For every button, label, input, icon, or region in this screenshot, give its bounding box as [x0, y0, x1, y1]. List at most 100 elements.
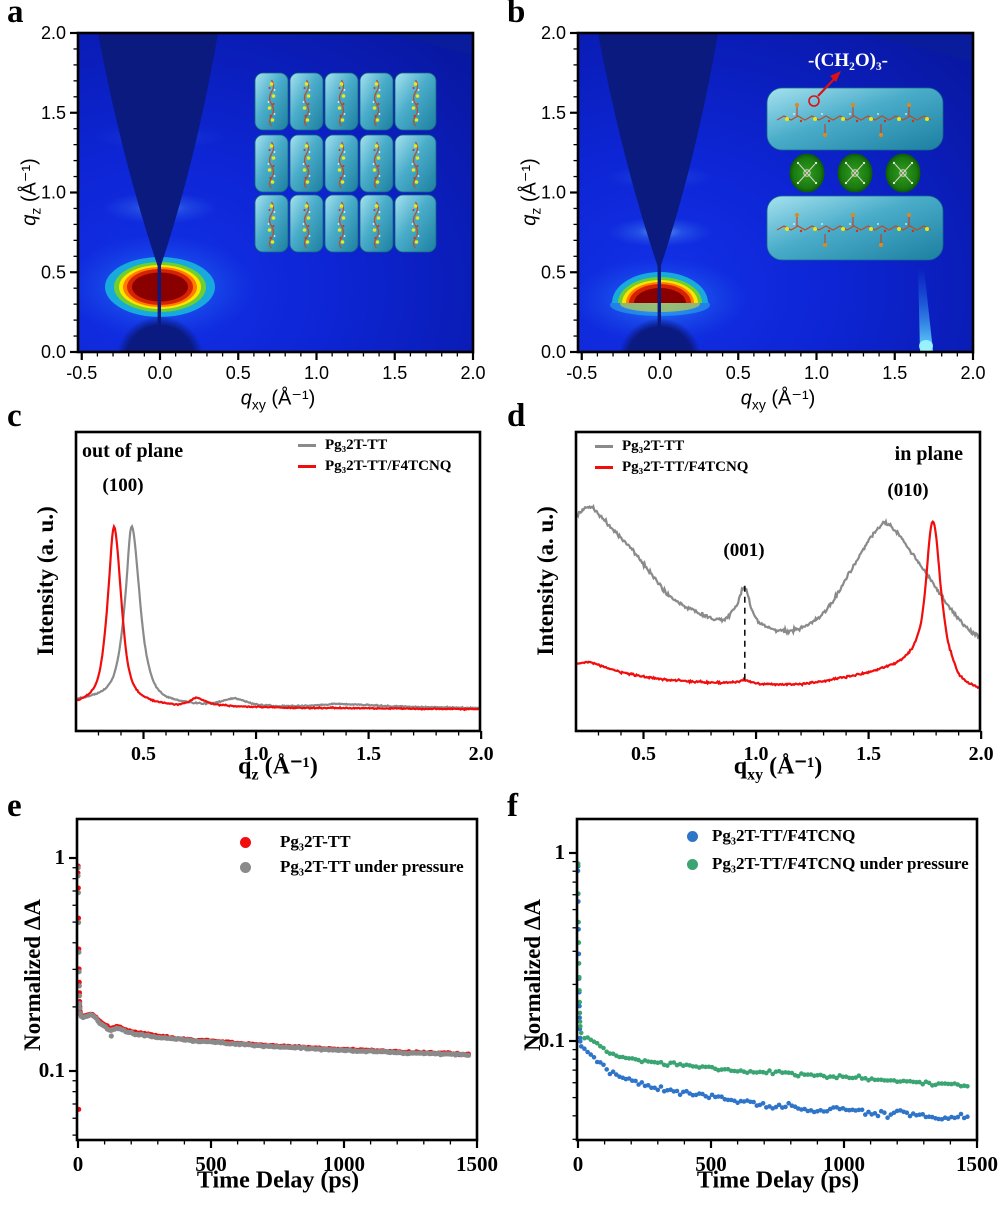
x-tick-label: -0.5 — [566, 363, 597, 383]
x-tick-label: 1500 — [956, 1152, 998, 1176]
giwaxs-image — [78, 33, 473, 352]
legend-item: Pg₃2T-TT/F4TCNQ — [298, 458, 451, 475]
legend-item: Pg₃2T-TT — [298, 437, 451, 454]
series-doped — [77, 523, 479, 712]
legend-label: Pg₃2T-TT/F4TCNQ under pressure — [712, 854, 969, 873]
axes: 0.5 1.0 1.5 2.0 — [574, 430, 994, 765]
legend-panel-c: Pg₃2T-TT Pg₃2T-TT/F4TCNQ — [298, 437, 451, 475]
plot-area — [77, 523, 479, 712]
panel-letter-b: b — [507, 0, 526, 30]
gray-line-swatch — [298, 444, 316, 447]
x-axis-label-b: qxy (Å⁻¹) — [740, 387, 816, 413]
x-tick-label: 0 — [73, 1152, 84, 1176]
x-tick-label: 0.5 — [631, 743, 656, 765]
legend-label: Pg₃2T-TT — [325, 437, 388, 453]
beamstop-needle — [157, 264, 161, 352]
x-tick-label: 1500 — [456, 1152, 498, 1176]
axes: 0 500 1000 1500 1 0.1 — [39, 817, 498, 1176]
y-tick-label: 2.0 — [541, 23, 566, 43]
polymer-lamella-bar — [766, 195, 944, 261]
gray-line-swatch — [595, 445, 613, 448]
beamstop-wedge-shadow — [98, 33, 218, 266]
y-axis-label-b: qz (Å⁻¹) — [518, 158, 544, 226]
legend-item: Pg₃2T-TT/F4TCNQ under pressure — [687, 854, 969, 874]
blue-dot-swatch — [687, 830, 698, 842]
x-axis-label-d: qxy (Å⁻¹) — [733, 753, 823, 784]
peak-label-010: (010) — [887, 480, 929, 501]
detector-corner-shadow — [388, 33, 473, 55]
x-tick-label: 1.0 — [804, 363, 829, 383]
giwaxs-plot-a: -0.5 0.0 0.5 1.0 1.5 2.00.00.51.01.52.0 — [41, 23, 486, 383]
legend-panel-e: Pg₃2T-TT Pg₃2T-TT under pressure — [240, 832, 464, 877]
y-tick-label: 1.0 — [41, 183, 66, 203]
y-tick-label: 0.5 — [541, 262, 566, 282]
x-tick-label: 2.0 — [969, 743, 994, 765]
x-tick-label: 2.0 — [460, 363, 485, 383]
x-tick-label: 0.5 — [726, 363, 751, 383]
legend-label: Pg₃2T-TT — [622, 438, 685, 454]
green-dot-swatch — [687, 858, 698, 870]
panel-letter-f: f — [507, 788, 518, 824]
streak-foot — [919, 340, 933, 352]
y-tick-label: 1.0 — [541, 183, 566, 203]
x-axis-label-e: Time Delay (ps) — [196, 1167, 360, 1194]
x-tick-label: 1.5 — [356, 743, 381, 765]
x-tick-label: 1000 — [823, 1152, 865, 1176]
peak-label-100: (100) — [102, 475, 144, 496]
legend-label: Pg₃2T-TT/F4TCNQ — [622, 459, 749, 475]
y-tick-label: 2.0 — [41, 23, 66, 43]
y-axis-label-d: Intensity (a. u.) — [533, 506, 558, 656]
y-tick-label: 0.1 — [39, 1058, 65, 1082]
linecut-plot-d: 0.5 1.0 1.5 2.0 — [574, 430, 994, 765]
panel-letter-d: d — [507, 398, 526, 434]
annotation-circle-marker — [808, 95, 820, 107]
inset-crystallite-grid — [254, 72, 437, 253]
corner-label-out-of-plane: out of plane — [82, 440, 184, 462]
y-tick-label: 0.0 — [41, 342, 66, 362]
plot-area — [78, 863, 472, 1112]
x-tick-label: 2.0 — [960, 363, 985, 383]
axes: -0.5 0.0 0.5 1.0 1.5 2.00.00.51.01.52.0 — [541, 23, 986, 383]
legend-label: Pg₃2T-TT/F4TCNQ — [712, 826, 856, 845]
y-tick-label: 0.1 — [539, 1028, 565, 1052]
y-tick-label: 1 — [555, 840, 566, 864]
legend-item: Pg₃2T-TT/F4TCNQ — [687, 826, 969, 846]
beamstop-needle — [657, 264, 661, 352]
decay-plot-e: 0 500 1000 1500 1 0.1 — [39, 817, 498, 1176]
red-line-swatch — [298, 465, 316, 468]
scatter-series-0 — [578, 863, 970, 1122]
x-tick-label: 500 — [195, 1152, 227, 1176]
giwaxs-image — [578, 33, 973, 352]
y-tick-label: 1 — [55, 845, 66, 869]
legend-label: Pg₃2T-TT under pressure — [280, 857, 464, 876]
legend-item: Pg₃2T-TT — [240, 832, 464, 852]
x-tick-label: 1.5 — [382, 363, 407, 383]
x-tick-label: 1.0 — [244, 743, 269, 765]
legend-item: Pg₃2T-TT/F4TCNQ — [595, 459, 748, 476]
y-axis-label-e: Normalized ΔA — [20, 899, 45, 1051]
linecut-plot-c: 0.5 1.0 1.5 2.0 — [74, 430, 494, 765]
beamstop-circle — [116, 316, 204, 352]
detector-corner-shadow — [862, 33, 973, 62]
x-tick-label: 1.0 — [304, 363, 329, 383]
inset-doped-lamellae — [766, 87, 944, 261]
x-axis-label-c: qz (Å⁻¹) — [238, 753, 318, 784]
y-tick-label: 0.0 — [541, 342, 566, 362]
plot-area — [577, 503, 979, 689]
x-tick-label: 1000 — [323, 1152, 365, 1176]
decay-plot-f: 0 500 1000 1500 1 0.1 — [539, 817, 998, 1176]
red-dot-swatch — [240, 836, 251, 848]
x-tick-label: 0 — [573, 1152, 584, 1176]
axes: -0.5 0.0 0.5 1.0 1.5 2.00.00.51.01.52.0 — [41, 23, 486, 383]
x-tick-label: 500 — [695, 1152, 727, 1176]
y-axis-label-a: qz (Å⁻¹) — [18, 158, 44, 226]
legend-label: Pg₃2T-TT — [280, 832, 351, 851]
y-tick-label: 1.5 — [541, 103, 566, 123]
panel-letter-e: e — [7, 788, 22, 824]
y-axis-label-f: Normalized ΔA — [520, 899, 545, 1051]
legend-panel-f: Pg₃2T-TT/F4TCNQ Pg₃2T-TT/F4TCNQ under pr… — [687, 826, 969, 874]
scatter-series-0 — [78, 863, 471, 1112]
series-doped — [577, 519, 979, 689]
peak-label-001: (001) — [723, 540, 765, 561]
